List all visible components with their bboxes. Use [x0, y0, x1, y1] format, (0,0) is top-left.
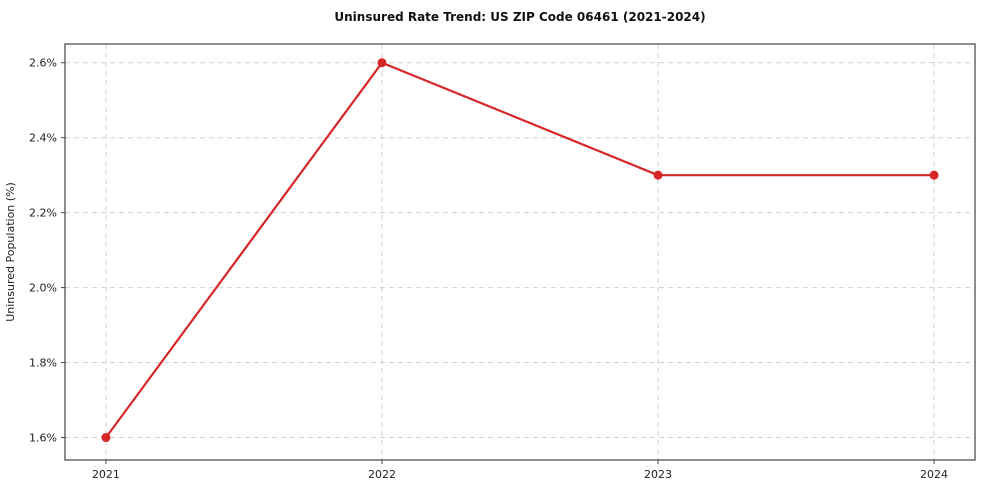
y-tick-label: 1.8% [29, 357, 57, 370]
x-tick-label: 2021 [92, 468, 120, 481]
data-point-marker [377, 58, 387, 68]
y-tick-label: 2.2% [29, 207, 57, 220]
data-point-marker [653, 170, 663, 180]
data-point-marker [101, 433, 111, 443]
series-line [104, 61, 936, 439]
x-tick-label: 2024 [920, 468, 948, 481]
gridlines [65, 44, 975, 460]
x-tick-label: 2023 [644, 468, 672, 481]
axis-ticks: 1.6% 1.8% 2.0% 2.2% 2.4% 2.6% 2021 2022 2023 2024 [29, 57, 948, 481]
chart-title: Uninsured Rate Trend: US ZIP Code 06461 … [334, 10, 705, 24]
data-point-marker [929, 170, 939, 180]
y-axis-label: Uninsured Population (%) [4, 182, 17, 322]
y-tick-label: 2.6% [29, 57, 57, 70]
x-tick-label: 2022 [368, 468, 396, 481]
y-tick-label: 1.6% [29, 432, 57, 445]
y-tick-label: 2.0% [29, 282, 57, 295]
plot-border [64, 43, 976, 461]
y-tick-label: 2.4% [29, 132, 57, 145]
